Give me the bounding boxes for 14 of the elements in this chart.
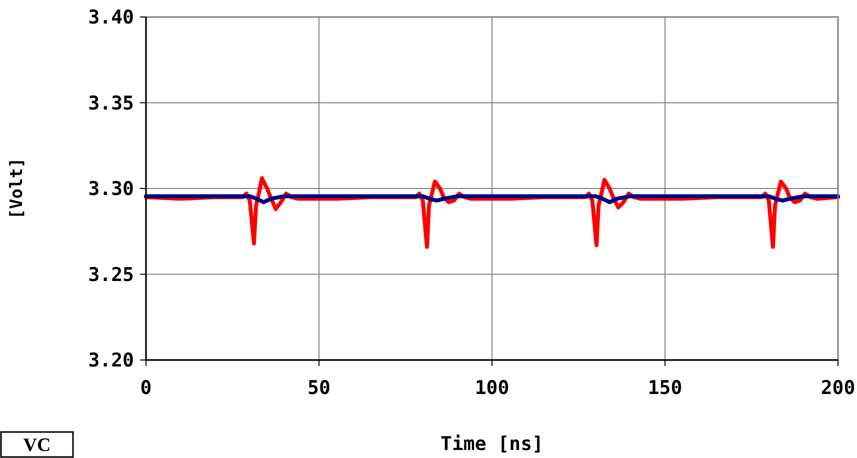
y-tick-label: 3.25 <box>88 264 134 286</box>
y-tick-label: 3.40 <box>88 6 134 29</box>
line-series <box>144 194 840 204</box>
x-axis-title: Time [ns] <box>440 433 544 455</box>
y-tick-label: 3.30 <box>88 178 134 200</box>
text: VC <box>23 435 51 456</box>
y-axis-title: [Volt] <box>7 158 27 220</box>
x-tick-label: 0 <box>140 377 152 399</box>
x-tick-label: 200 <box>820 377 856 399</box>
x-tick-label: 150 <box>648 377 682 399</box>
y-tick-label: 3.35 <box>88 92 134 114</box>
y-tick-label: 3.20 <box>88 350 134 372</box>
x-tick-label: 50 <box>308 377 330 399</box>
x-tick-label: 100 <box>474 377 510 399</box>
